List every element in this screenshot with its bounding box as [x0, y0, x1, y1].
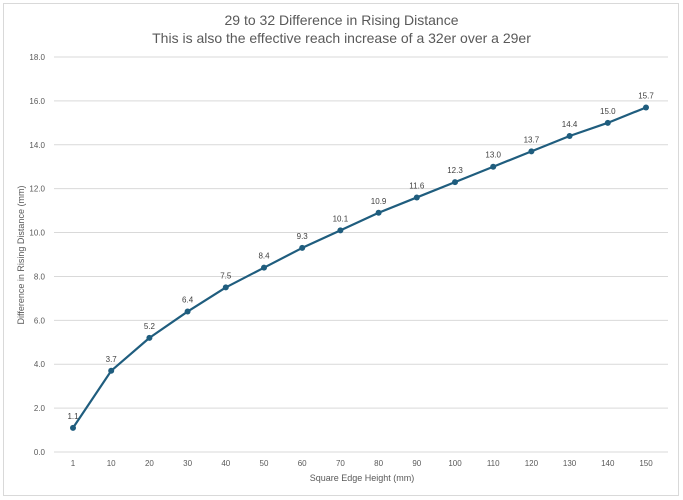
- gridlines: [54, 56, 668, 453]
- data-label: 3.7: [106, 355, 118, 364]
- x-tick-label: 30: [183, 459, 192, 468]
- x-tick-label: 1: [71, 459, 76, 468]
- data-point: [299, 244, 306, 251]
- data-point: [528, 148, 535, 155]
- data-labels: 1.1 3.7 5.2 6.4 7.5 8.4 9.3 10.1 10.9 11.6 12.3 13.…: [67, 91, 654, 420]
- x-tick-label: 100: [448, 459, 462, 468]
- x-tick-label: 40: [221, 459, 230, 468]
- data-label: 1.1: [67, 412, 79, 421]
- data-label: 11.6: [409, 181, 425, 190]
- data-points: [70, 104, 649, 431]
- x-tick-label: 60: [298, 459, 307, 468]
- y-tick-label: 16.0: [29, 97, 45, 106]
- x-tick-label: 20: [145, 459, 154, 468]
- x-axis-label: Square Edge Height (mm): [310, 473, 415, 483]
- y-tick-label: 6.0: [34, 316, 46, 325]
- x-tick-label: 140: [601, 459, 615, 468]
- data-label: 10.1: [333, 214, 349, 223]
- data-point: [184, 308, 191, 315]
- x-tick-label: 90: [412, 459, 421, 468]
- y-tick-label: 18.0: [29, 53, 45, 62]
- data-label: 13.7: [524, 135, 540, 144]
- data-point: [566, 133, 573, 139]
- data-label: 7.5: [220, 271, 232, 280]
- data-point: [604, 119, 611, 126]
- data-label: 12.3: [447, 166, 463, 175]
- x-tick-label: 50: [260, 459, 269, 468]
- data-label: 15.0: [600, 107, 616, 116]
- data-label: 9.3: [297, 232, 309, 241]
- data-label: 8.4: [258, 252, 270, 261]
- x-axis: 1 10 20 30 40 50 60 70 80 90 100 110 120 130 140 150: [71, 459, 653, 468]
- x-tick-label: 130: [563, 459, 577, 468]
- y-tick-label: 14.0: [29, 141, 45, 150]
- data-label: 15.7: [638, 91, 654, 100]
- chart-area: [3, 3, 679, 496]
- y-tick-label: 10.0: [29, 229, 45, 238]
- data-label: 13.0: [485, 151, 501, 160]
- data-label: 6.4: [182, 296, 194, 305]
- data-point: [108, 367, 115, 374]
- data-point: [490, 163, 497, 170]
- y-axis: 0.0 2.0 4.0 6.0 8.0 10.0 12.0 14.0 16.0 18.0: [29, 53, 45, 457]
- x-tick-label: 10: [107, 459, 116, 468]
- x-tick-label: 70: [336, 459, 345, 468]
- data-label: 10.9: [371, 197, 387, 206]
- y-axis-label: Difference in Rising Distance (mm): [16, 186, 26, 325]
- x-tick-label: 110: [487, 459, 500, 468]
- data-point: [146, 334, 153, 341]
- x-tick-label: 80: [374, 459, 383, 468]
- y-tick-label: 12.0: [29, 185, 45, 194]
- x-tick-label: 120: [525, 459, 539, 468]
- data-label: 5.2: [144, 322, 156, 331]
- x-tick-label: 150: [639, 459, 653, 468]
- series-line: [72, 106, 647, 429]
- y-tick-label: 8.0: [34, 272, 46, 281]
- data-point: [452, 179, 458, 186]
- data-point: [337, 227, 344, 234]
- data-point: [222, 284, 229, 291]
- y-tick-label: 0.0: [34, 448, 46, 457]
- data-point: [643, 104, 649, 111]
- data-point: [413, 194, 420, 201]
- data-point: [375, 209, 382, 216]
- data-label: 14.4: [562, 120, 578, 129]
- y-tick-label: 2.0: [34, 404, 46, 413]
- data-point: [70, 424, 76, 431]
- data-point: [261, 264, 267, 271]
- chart-title: 29 to 32 Difference in Rising Distance: [224, 12, 459, 28]
- chart-subtitle: This is also the effective reach increas…: [152, 30, 531, 46]
- y-tick-label: 4.0: [34, 360, 46, 369]
